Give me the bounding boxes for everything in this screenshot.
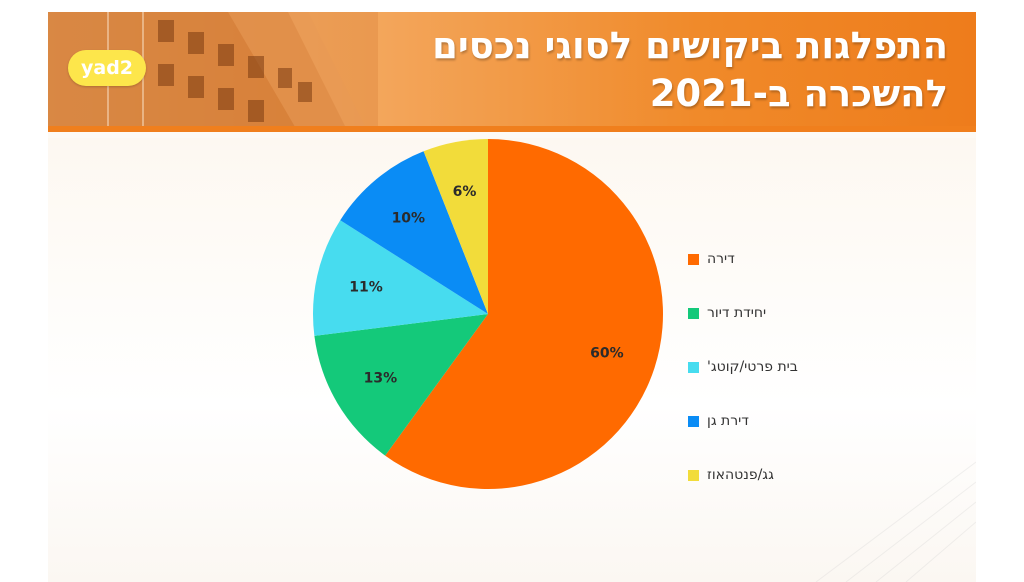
slice-label-housing-unit: 13% — [364, 371, 398, 387]
legend-item-penthouse: גג/פנטהאוז — [688, 464, 858, 486]
legend-label: דירת גן — [707, 413, 749, 429]
chart-area: 60% 13% 11% 10% 6% דירה יחידת דיור בית פרטי/… — [48, 138, 976, 582]
legend-swatch — [688, 361, 699, 373]
legend-item-housing-unit: יחידת דיור — [688, 302, 858, 324]
yad2-logo: yad2 — [68, 50, 146, 86]
slice-label-garden-apartment: 10% — [392, 211, 426, 227]
legend-label: יחידת דיור — [707, 305, 767, 321]
page-title: התפלגות ביקושים לסוגי נכסים להשכרה ב-202… — [388, 22, 948, 118]
title-line-2: להשכרה ב-2021 — [649, 72, 948, 115]
header-banner: yad2 התפלגות ביקושים לסוגי נכסים להשכרה … — [48, 12, 976, 132]
title-line-1: התפלגות ביקושים לסוגי נכסים — [432, 24, 948, 67]
pie-slice-garden-apartment — [340, 151, 488, 314]
slice-label-penthouse: 6% — [453, 184, 477, 200]
background-decoration — [815, 461, 976, 582]
chart-legend: דירה יחידת דיור בית פרטי/קוטג' דירת גן ג… — [688, 248, 858, 518]
pie-slice-housing-unit — [314, 314, 488, 456]
legend-item-apartment: דירה — [688, 248, 858, 270]
slice-label-private-house: 11% — [349, 280, 383, 296]
legend-label: בית פרטי/קוטג' — [707, 359, 798, 375]
legend-label: דירה — [707, 251, 735, 267]
pie-chart: 60% 13% 11% 10% 6% — [313, 139, 663, 489]
infographic-frame: yad2 התפלגות ביקושים לסוגי נכסים להשכרה … — [48, 12, 976, 582]
pie-slice-apartment — [385, 139, 663, 489]
legend-item-private-house: בית פרטי/קוטג' — [688, 356, 858, 378]
legend-swatch — [688, 307, 699, 319]
legend-swatch — [688, 415, 699, 427]
pie-slice-penthouse — [423, 139, 488, 314]
legend-label: גג/פנטהאוז — [707, 467, 774, 483]
legend-swatch — [688, 253, 699, 265]
pie-slice-private-house — [313, 220, 488, 336]
slice-label-apartment: 60% — [590, 346, 624, 362]
legend-item-garden-apartment: דירת גן — [688, 410, 858, 432]
legend-swatch — [688, 469, 699, 481]
